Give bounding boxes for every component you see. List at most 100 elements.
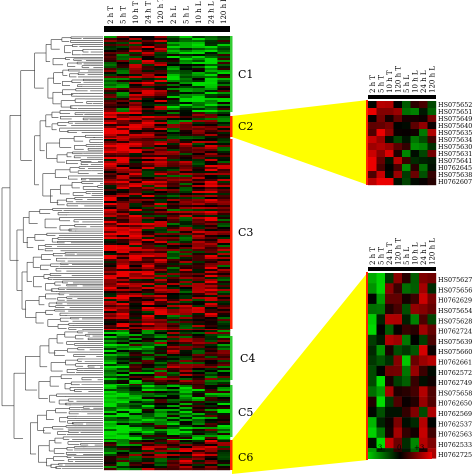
- heatmap-cell: [141, 409, 155, 412]
- heatmap-cell: [116, 454, 130, 457]
- heatmap-cell: [141, 407, 155, 410]
- heatmap-cell: [154, 283, 168, 286]
- heatmap-cell: [141, 297, 155, 300]
- heatmap-cell: [204, 454, 218, 457]
- heatmap-cell: [167, 88, 180, 91]
- heatmap-cell: [167, 291, 180, 294]
- heatmap-cell: [154, 130, 168, 133]
- heatmap-cell: [141, 134, 155, 137]
- heatmap-cell: [104, 409, 117, 412]
- heatmap-cell: [129, 435, 142, 438]
- heatmap-cell: [104, 62, 117, 65]
- heatmap-cell: [217, 303, 231, 306]
- heatmap-cell: [204, 279, 218, 282]
- heatmap-cell: [154, 450, 168, 453]
- heatmap-cell: [167, 66, 180, 69]
- heatmap-cell: [104, 277, 117, 280]
- heatmap-cell: [192, 207, 205, 210]
- heatmap-cell: [104, 161, 117, 164]
- heatmap-cell: [116, 159, 130, 162]
- heatmap-cell: [192, 187, 205, 190]
- inset-cell: [376, 101, 386, 109]
- heatmap-cell: [116, 42, 130, 45]
- inset-cell: [410, 427, 420, 438]
- heatmap-cell: [167, 334, 180, 337]
- inset-cell: [402, 437, 411, 449]
- heatmap-cell: [116, 325, 130, 328]
- inset-cell: [376, 171, 386, 179]
- heatmap-cell: [179, 358, 193, 361]
- heatmap-cell: [141, 411, 155, 414]
- heatmap-cell: [179, 84, 193, 87]
- heatmap-cell: [104, 397, 117, 400]
- heatmap-cell: [129, 340, 142, 343]
- heatmap-cell: [204, 352, 218, 355]
- heatmap-cell: [104, 189, 117, 192]
- heatmap-cell: [167, 364, 180, 367]
- heatmap-cell: [129, 360, 142, 363]
- heatmap-cell: [217, 440, 231, 443]
- column-header: 120 h T: [394, 238, 402, 265]
- heatmap-cell: [192, 289, 205, 292]
- inset-c6-red-edge: [366, 272, 368, 460]
- heatmap-cell: [129, 74, 142, 77]
- heatmap-cell: [179, 76, 193, 79]
- heatmap-cell: [204, 387, 218, 390]
- heatmap-cell: [204, 319, 218, 322]
- heatmap-cell: [192, 366, 205, 369]
- heatmap-cell: [217, 179, 231, 182]
- heatmap-cell: [154, 417, 168, 420]
- heatmap-cell: [167, 307, 180, 310]
- heatmap-cell: [217, 209, 231, 212]
- heatmap-cell: [116, 468, 130, 471]
- heatmap-cell: [204, 163, 218, 166]
- heatmap-cell: [179, 281, 193, 284]
- heatmap-cell: [141, 362, 155, 365]
- inset-cell: [368, 150, 377, 158]
- heatmap-cell: [204, 102, 218, 105]
- heatmap-cell: [192, 336, 205, 339]
- heatmap-cell: [104, 299, 117, 302]
- heatmap-cell: [104, 169, 117, 172]
- heatmap-cell: [129, 385, 142, 388]
- heatmap-cell: [167, 253, 180, 256]
- heatmap-cell: [204, 446, 218, 449]
- heatmap-cell: [204, 405, 218, 408]
- heatmap-cell: [116, 104, 130, 107]
- heatmap-cell: [217, 456, 231, 459]
- heatmap-cell: [217, 50, 231, 53]
- heatmap-cell: [104, 393, 117, 396]
- heatmap-cell: [129, 147, 142, 150]
- heatmap-cell: [204, 303, 218, 306]
- heatmap-cell: [104, 454, 117, 457]
- heatmap-cell: [204, 82, 218, 85]
- heatmap-cell: [192, 80, 205, 83]
- inset-cell: [385, 101, 394, 109]
- heatmap-cell: [104, 253, 117, 256]
- heatmap-cell: [179, 207, 193, 210]
- heatmap-cell: [141, 128, 155, 131]
- cluster-label-c5: C5: [238, 406, 253, 419]
- heatmap-cell: [129, 332, 142, 335]
- heatmap-cell: [217, 297, 231, 300]
- heatmap-cell: [167, 354, 180, 357]
- heatmap-cell: [192, 88, 205, 91]
- heatmap-cell: [167, 118, 180, 121]
- heatmap-cell: [179, 175, 193, 178]
- heatmap-cell: [141, 157, 155, 160]
- heatmap-cell: [141, 458, 155, 461]
- heatmap-cell: [192, 229, 205, 232]
- heatmap-cell: [104, 128, 117, 131]
- heatmap-cell: [141, 241, 155, 244]
- heatmap-cell: [141, 391, 155, 394]
- heatmap-cell: [192, 177, 205, 180]
- heatmap-cell: [129, 423, 142, 426]
- heatmap-cell: [116, 303, 130, 306]
- gene-label: H0762572: [438, 369, 472, 377]
- heatmap-cell: [167, 311, 180, 314]
- heatmap-cell: [116, 356, 130, 359]
- heatmap-cell: [167, 124, 180, 127]
- heatmap-cell: [217, 132, 231, 135]
- heatmap-cell: [154, 297, 168, 300]
- heatmap-cell: [154, 159, 168, 162]
